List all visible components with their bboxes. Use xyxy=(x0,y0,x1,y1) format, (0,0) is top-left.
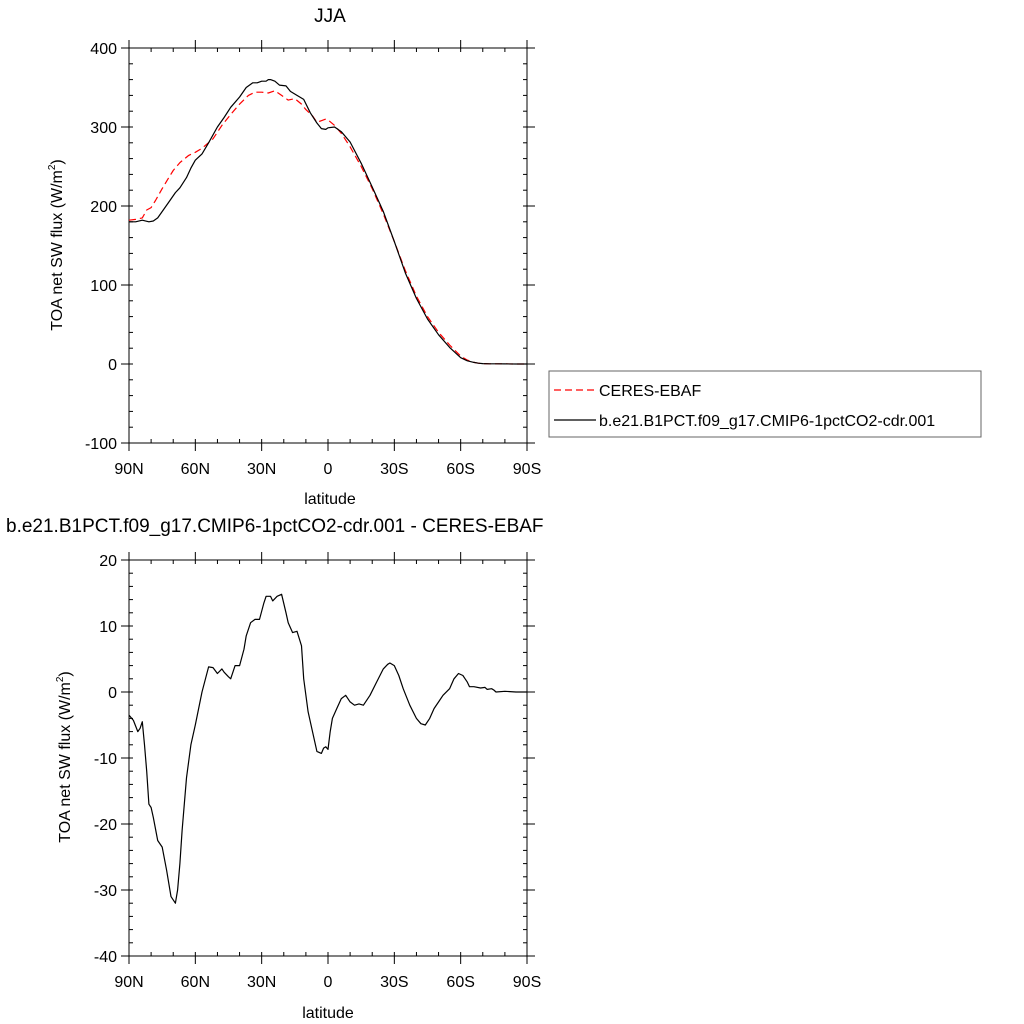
x-tick-label: 90N xyxy=(114,461,143,478)
series-lines xyxy=(128,78,527,365)
x-tick-label: 60N xyxy=(181,461,210,478)
y-tick-label: -30 xyxy=(94,883,117,900)
x-ticks: 90N 60N 30N 0 30S 60S 90S xyxy=(114,552,541,991)
series-line-1 xyxy=(129,78,527,365)
y-axis-label: TOA net SW flux (W/m2) xyxy=(47,159,66,331)
legend-label-ceres: CERES-EBAF xyxy=(599,383,701,400)
chart-difference: b.e21.B1PCT.f09_g17.CMIP6-1pctCO2-cdr.00… xyxy=(6,516,544,1022)
x-tick-label: 60S xyxy=(446,974,474,991)
x-tick-label: 30S xyxy=(380,461,408,478)
x-tick-label: 30N xyxy=(247,974,276,991)
x-tick-label: 90S xyxy=(513,974,541,991)
y-axis-label-main: TOA net SW flux (W/m xyxy=(57,682,74,843)
y-axis-label-superscript: 2 xyxy=(47,164,58,170)
y-ticks: 400 300 200 100 0 -100 xyxy=(85,41,535,453)
y-axis-label-main: TOA net SW flux (W/m xyxy=(49,170,66,331)
legend-box xyxy=(548,370,982,438)
x-tick-label: 60N xyxy=(181,974,210,991)
legend-label-model: b.e21.B1PCT.f09_g17.CMIP6-1pctCO2-cdr.00… xyxy=(599,413,935,430)
x-tick-label: 30N xyxy=(247,461,276,478)
y-tick-label: 400 xyxy=(90,41,117,58)
y-tick-label: -20 xyxy=(94,817,117,834)
x-tick-label: 0 xyxy=(324,461,333,478)
plot-frame xyxy=(128,47,528,444)
chart-title: JJA xyxy=(314,6,346,27)
y-ticks: 20 10 0 -10 -20 -30 -40 xyxy=(94,553,535,966)
y-tick-label: 200 xyxy=(90,199,117,216)
y-tick-label: 0 xyxy=(108,357,117,374)
y-tick-label: -100 xyxy=(85,436,117,453)
y-tick-label: 100 xyxy=(90,278,117,295)
x-ticks: 90N 60N 30N 0 30S 60S 90S xyxy=(114,40,541,478)
x-tick-label: 90N xyxy=(114,974,143,991)
x-tick-label: 30S xyxy=(380,974,408,991)
chart-title: b.e21.B1PCT.f09_g17.CMIP6-1pctCO2-cdr.00… xyxy=(6,516,544,537)
y-tick-label: 300 xyxy=(90,120,117,137)
x-tick-label: 60S xyxy=(446,461,474,478)
x-tick-label: 0 xyxy=(324,974,333,991)
series-line-0 xyxy=(128,593,527,904)
x-axis-label: latitude xyxy=(304,491,356,508)
y-axis-label: TOA net SW flux (W/m2) xyxy=(55,671,74,843)
x-axis-label: latitude xyxy=(302,1005,354,1022)
y-axis-label-close: ) xyxy=(49,159,66,164)
x-tick-label: 90S xyxy=(513,461,541,478)
y-axis-label-superscript: 2 xyxy=(55,676,66,682)
y-tick-label: 20 xyxy=(99,553,117,570)
y-axis-label-close: ) xyxy=(57,671,74,676)
y-tick-label: -40 xyxy=(94,949,117,966)
series-lines xyxy=(128,593,527,904)
y-tick-label: 0 xyxy=(108,685,117,702)
y-tick-label: 10 xyxy=(99,619,117,636)
y-tick-label: -10 xyxy=(94,751,117,768)
series-line-0 xyxy=(128,90,527,365)
legend: CERES-EBAF b.e21.B1PCT.f09_g17.CMIP6-1pc… xyxy=(548,370,982,438)
